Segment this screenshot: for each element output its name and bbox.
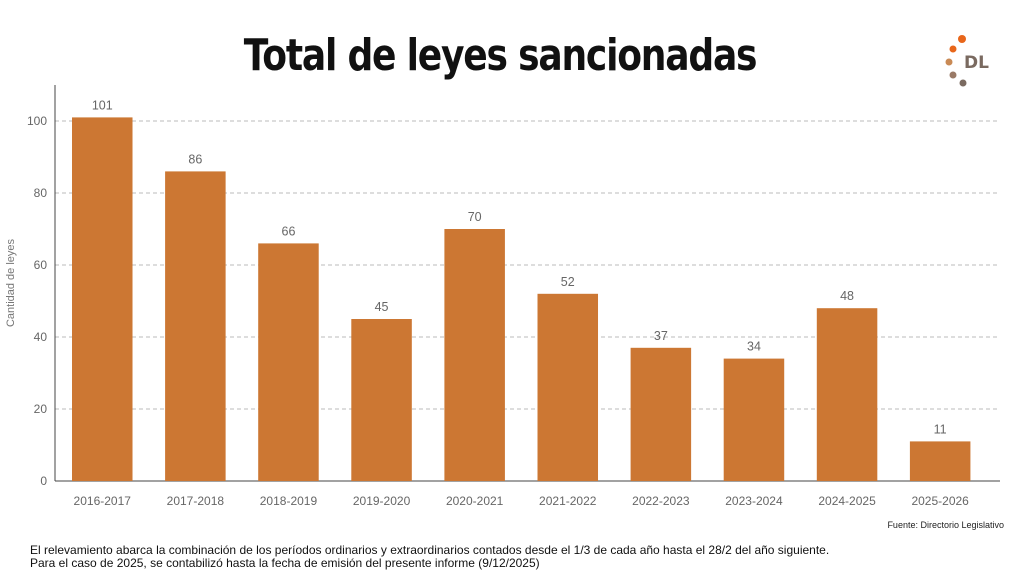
bar-value-label: 45 bbox=[375, 300, 389, 314]
y-tick-label: 60 bbox=[34, 258, 48, 272]
bar bbox=[258, 243, 319, 481]
bar-value-label: 66 bbox=[282, 224, 296, 238]
y-axis-label: Cantidad de leyes bbox=[5, 238, 17, 327]
bar bbox=[723, 358, 785, 481]
logo-dot bbox=[945, 58, 953, 66]
y-tick-label: 100 bbox=[27, 114, 47, 128]
logo-dot bbox=[949, 71, 957, 79]
y-tick-label: 40 bbox=[34, 330, 48, 344]
footnote-line-2: Para el caso de 2025, se contabilizó has… bbox=[30, 556, 540, 570]
logo-dot bbox=[958, 35, 966, 43]
bar-value-label: 11 bbox=[934, 422, 947, 436]
bar-value-label: 34 bbox=[747, 340, 761, 354]
bar bbox=[351, 319, 412, 481]
bar bbox=[165, 171, 226, 481]
bar-value-label: 52 bbox=[561, 275, 575, 289]
bar bbox=[537, 293, 599, 481]
chart-title: Total de leyes sancionadas bbox=[243, 30, 758, 81]
logo-text: DL bbox=[964, 53, 989, 73]
x-tick-label: 2025-2026 bbox=[911, 494, 969, 508]
x-tick-label: 2022-2023 bbox=[632, 494, 690, 508]
footnote-line-1: El relevamiento abarca la combinación de… bbox=[30, 543, 830, 557]
source-note: Fuente: Directorio Legislativo bbox=[887, 520, 1004, 530]
logo-dot bbox=[949, 45, 957, 53]
x-tick-label: 2024-2025 bbox=[818, 494, 876, 508]
bar bbox=[816, 308, 878, 481]
bar-value-label: 37 bbox=[654, 329, 668, 343]
x-tick-label: 2023-2024 bbox=[725, 494, 783, 508]
bar bbox=[909, 441, 971, 481]
x-tick-label: 2020-2021 bbox=[446, 494, 504, 508]
y-tick-label: 80 bbox=[34, 186, 48, 200]
footnote: El relevamiento abarca la combinación de… bbox=[30, 544, 829, 570]
bar bbox=[630, 347, 692, 481]
x-tick-label: 2018-2019 bbox=[260, 494, 318, 508]
x-tick-label: 2017-2018 bbox=[167, 494, 225, 508]
x-tick-label: 2021-2022 bbox=[539, 494, 597, 508]
bar-value-label: 86 bbox=[188, 152, 202, 166]
bar-value-label: 101 bbox=[92, 98, 113, 112]
logo-dot bbox=[959, 79, 967, 87]
bar-value-label: 70 bbox=[468, 210, 482, 224]
x-tick-label: 2019-2020 bbox=[353, 494, 411, 508]
bar bbox=[72, 117, 133, 482]
y-tick-label: 0 bbox=[40, 474, 47, 488]
y-tick-label: 20 bbox=[34, 402, 48, 416]
x-tick-label: 2016-2017 bbox=[74, 494, 132, 508]
bar-value-label: 48 bbox=[840, 289, 854, 303]
dl-logo: DL bbox=[945, 35, 989, 87]
bar-chart: 0 20 40 60 80 100 Cantidad de leyes 101 2016-201… bbox=[5, 85, 1000, 508]
bar bbox=[444, 229, 505, 481]
